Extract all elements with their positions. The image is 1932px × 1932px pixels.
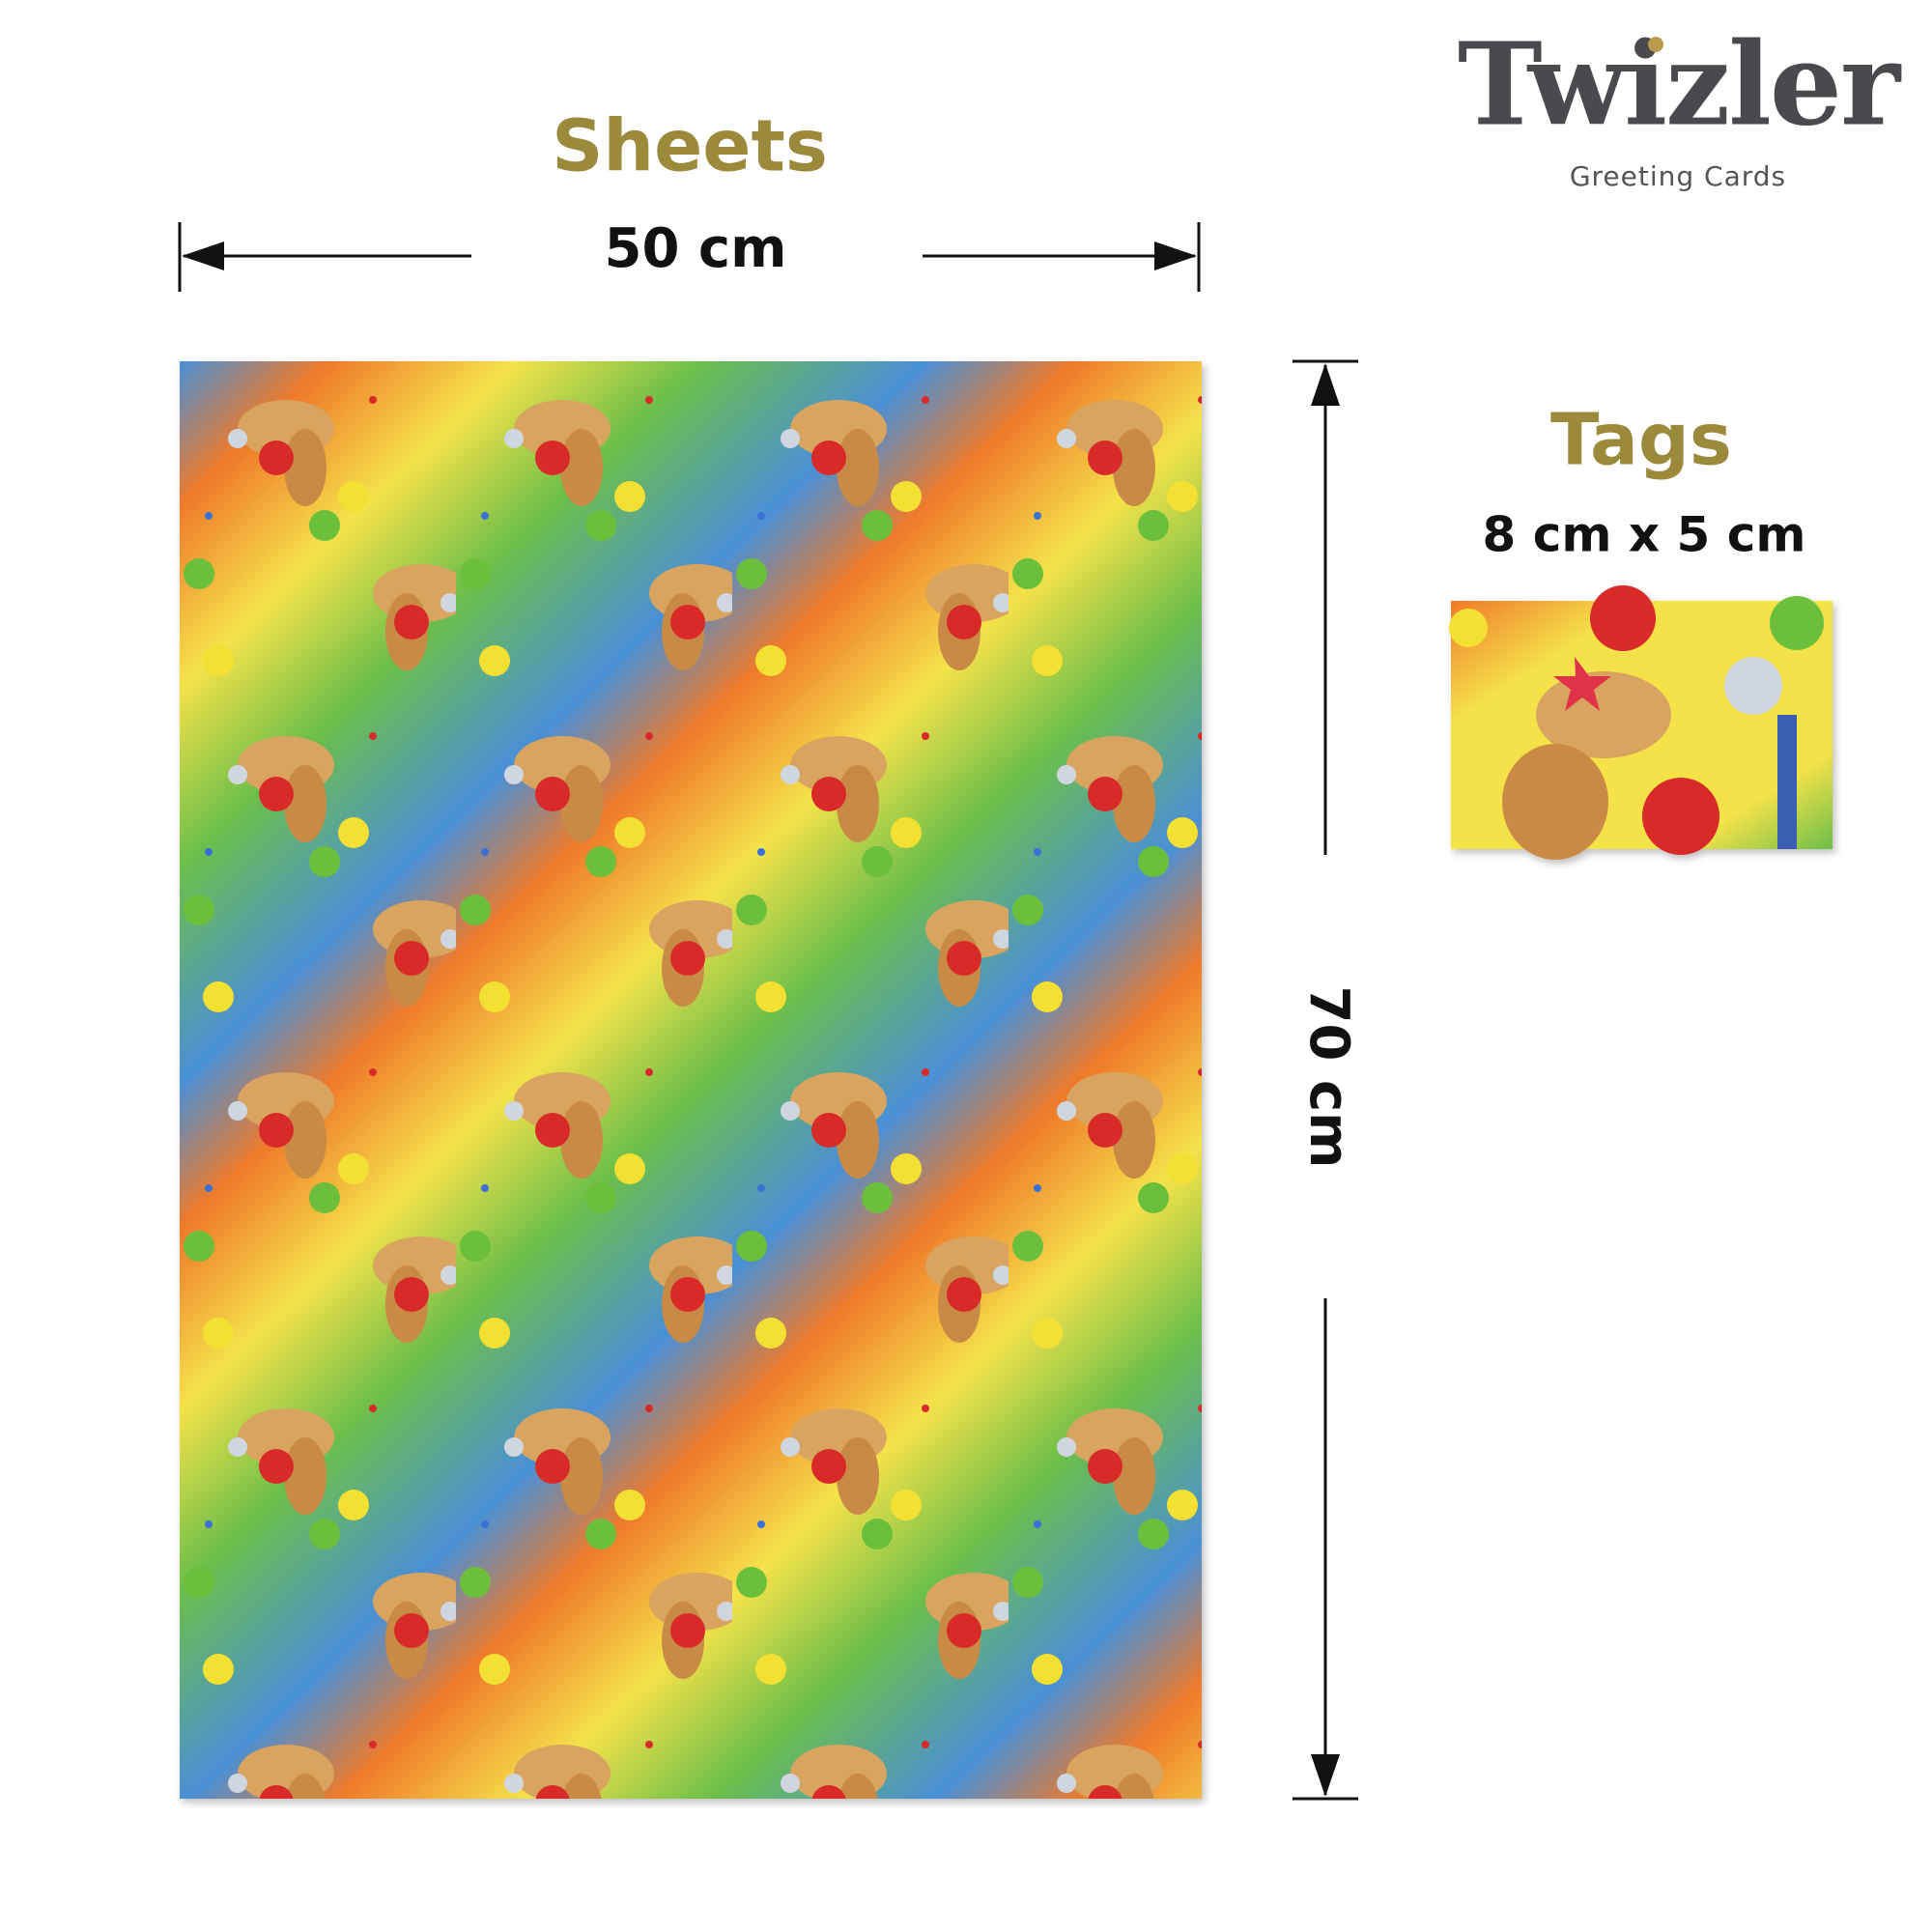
wrapping-sheet [180, 361, 1202, 1799]
width-arrow [178, 222, 1201, 292]
sheets-title: Sheets [552, 105, 828, 188]
brand-tagline: Greeting Cards [1570, 160, 1786, 192]
gift-tag [1449, 585, 1833, 860]
sheet-height: 70 cm [1297, 986, 1360, 1169]
sheet-width: 50 cm [605, 217, 787, 280]
brand-dot [1648, 37, 1663, 52]
brand-name: Twizler [1458, 17, 1902, 152]
tags-title: Tags [1550, 399, 1732, 482]
height-arrow [1293, 359, 1358, 1801]
tag-size: 8 cm x 5 cm [1483, 507, 1806, 563]
